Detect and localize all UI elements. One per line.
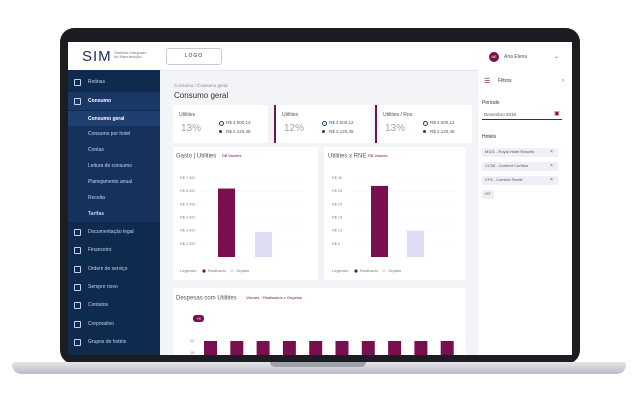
chevron[interactable]: ⌄ — [554, 54, 560, 60]
menu-icon[interactable] — [74, 284, 81, 291]
breadcrumb: Consumo / Consumo geral — [174, 83, 228, 88]
menu-icon[interactable] — [74, 339, 81, 346]
tagline: Sistema Integrado de Manutenção — [114, 50, 147, 59]
logo-button-text: LOGO — [184, 53, 204, 59]
kpi-value: R$ 2.120,45 — [329, 129, 354, 134]
more-chip[interactable]: +57 — [482, 190, 494, 199]
hotel-chip[interactable]: CC06 - Comfort Curitiba × — [482, 162, 558, 171]
filter-icon[interactable]: ☰ — [484, 78, 491, 85]
chip-close[interactable]: × — [550, 177, 553, 183]
submenu-bg — [68, 190, 160, 206]
menu-item[interactable]: Contatos — [88, 302, 109, 308]
kpi-title: Utilities — [282, 112, 299, 118]
kpi-icon — [219, 121, 224, 126]
hotel-chip-text: CC06 - Comfort Curitiba — [485, 163, 528, 168]
chart-panel — [324, 147, 466, 280]
user-name: Ana Elena — [504, 54, 528, 60]
submenu-item[interactable]: Consumo por hotel — [88, 131, 131, 137]
period-value: Dezembro 2018 — [484, 112, 517, 117]
chip-close[interactable]: × — [550, 149, 553, 155]
logo[interactable]: SIM — [82, 48, 112, 65]
menu-icon[interactable] — [74, 302, 81, 309]
hotel-chip-text: M101 - Royal Hotel Resorts — [485, 149, 535, 154]
kpi-card: Utilities 13% R$ 4.000,12 R$ 2.120,45 — [173, 105, 268, 143]
menu-item[interactable]: Consumo — [88, 98, 112, 104]
period-label: Período — [482, 100, 500, 106]
hotel-chip-text: CF5 - Comfort Recife — [485, 177, 523, 182]
submenu-item[interactable]: Planejamento anual — [88, 179, 133, 185]
filter-panel: ☰ Filtros › Período Dezembro 2018 ▣ Hotéi… — [478, 70, 572, 355]
menu-item[interactable]: Corporativo — [88, 321, 114, 327]
submenu-bg — [68, 158, 160, 174]
submenu-item[interactable]: Tarifas — [88, 211, 105, 217]
submenu-item[interactable]: Leitura de consumo — [88, 163, 132, 169]
menu-item[interactable]: Sempre novo — [88, 284, 118, 290]
filter-title[interactable]: Filtros — [498, 78, 512, 84]
notch — [270, 362, 366, 367]
chip-close[interactable]: × — [550, 163, 553, 169]
page-title: Consumo geral — [174, 91, 229, 100]
chart-panel — [173, 147, 318, 280]
submenu-bg — [68, 126, 160, 142]
kpi-icon — [219, 130, 222, 133]
menu-icon[interactable] — [74, 79, 81, 86]
kpi-icon — [322, 121, 327, 126]
kpi-icon — [423, 130, 426, 133]
menu-icon[interactable] — [74, 247, 81, 254]
menu-item[interactable]: Documentação legal — [88, 229, 134, 235]
sidebar: Rotinas Consumo Consumo geral Consumo por h… — [68, 70, 160, 355]
submenu-item[interactable]: Contas — [88, 147, 104, 153]
period-input[interactable]: Dezembro 2018 ▣ — [482, 110, 562, 120]
avatar[interactable]: AE — [489, 52, 499, 62]
hotel-chip[interactable]: CF5 - Comfort Recife × — [482, 176, 558, 185]
menu-item[interactable]: Ordem de serviço — [88, 266, 128, 272]
menu-active-bg — [68, 92, 160, 110]
kpi-percent: 12% — [284, 123, 305, 134]
avatar-initials: AE — [491, 54, 497, 59]
kpi-icon — [322, 130, 325, 133]
submenu-bg — [68, 206, 160, 222]
submenu-item[interactable]: Consumo geral — [88, 116, 125, 122]
submenu-bg — [68, 111, 160, 127]
menu-icon[interactable] — [74, 321, 81, 328]
more-chip-text: +57 — [484, 191, 491, 196]
hotel-chip[interactable]: M101 - Royal Hotel Resorts × — [482, 148, 558, 157]
kpi-value: R$ 4.000,12 — [430, 120, 455, 125]
kpi-percent: 13% — [385, 123, 406, 134]
kpi-percent: 13% — [181, 123, 202, 134]
menu-item[interactable]: Rotinas — [88, 79, 105, 85]
kpi-value: R$ 2.120,45 — [226, 129, 251, 134]
submenu-bg — [68, 142, 160, 158]
logo-button[interactable]: LOGO — [166, 48, 222, 65]
laptop-base — [12, 362, 626, 374]
kpi-icon — [423, 121, 428, 126]
kpi-value: R$ 4.000,12 — [226, 120, 251, 125]
kpi-title: Utilities — [179, 112, 196, 118]
menu-icon[interactable] — [74, 98, 81, 105]
menu-item[interactable]: Financeiro — [88, 247, 112, 253]
menu-icon[interactable] — [74, 229, 81, 236]
menu-item[interactable]: Grupos de hotéis — [88, 339, 127, 345]
kpi-card: Utilities 12% R$ 4.000,12 R$ 2.120,45 — [274, 105, 371, 143]
calendar-icon[interactable]: ▣ — [554, 111, 560, 117]
top-bar: SIM Sistema Integrado de Manutenção LOGO… — [68, 42, 572, 71]
hotels-label: Hotéis — [482, 134, 497, 140]
submenu-item[interactable]: Receita — [88, 195, 105, 201]
kpi-title: Utilities / Roo — [383, 112, 413, 118]
kpi-card: Utilities / Roo 13% R$ 4.000,12 R$ 2.120,45 — [375, 105, 472, 143]
filter-arrow[interactable]: › — [562, 78, 564, 84]
menu-icon[interactable] — [74, 266, 81, 273]
kpi-value: R$ 2.120,45 — [430, 129, 455, 134]
submenu-bg — [68, 174, 160, 190]
screen: SIM Sistema Integrado de Manutenção LOGO… — [68, 42, 572, 355]
kpi-value: R$ 4.000,12 — [329, 120, 354, 125]
chart-panel — [173, 288, 466, 355]
